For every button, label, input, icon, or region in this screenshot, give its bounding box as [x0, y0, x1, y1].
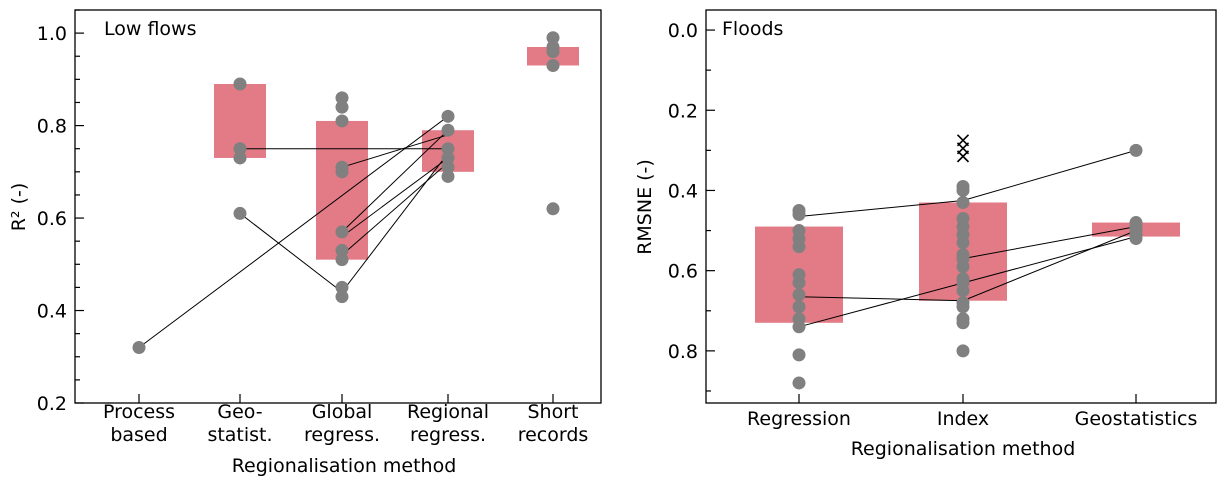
data-point [546, 202, 560, 216]
data-point [335, 280, 349, 294]
data-point [441, 123, 455, 137]
data-point [1129, 232, 1143, 246]
data-point [335, 225, 349, 239]
x-tick-label: Geostatistics [1075, 408, 1198, 430]
data-point [792, 288, 806, 302]
y-tick-label: 0.6 [37, 208, 67, 230]
data-point [441, 109, 455, 123]
y-tick-label: 0.8 [37, 116, 67, 138]
data-point [792, 348, 806, 362]
x-tick-label: Regression [747, 408, 851, 430]
data-point [1129, 143, 1143, 157]
connection-line [341, 129, 449, 233]
data-point [335, 253, 349, 267]
data-point [335, 100, 349, 114]
data-point [335, 290, 349, 304]
low-flows-x-axis-title: Regionalisation method [232, 455, 457, 477]
data-point [233, 151, 247, 165]
floods-outliers [956, 134, 970, 163]
x-tick-label: statist. [207, 424, 272, 446]
low-flows-x-ticks: ProcessbasedGeo-statist.Globalregress.Re… [103, 394, 588, 446]
floods-x-axis-title: Regionalisation method [851, 438, 1076, 460]
data-point [441, 160, 455, 174]
floods-points [792, 143, 1143, 390]
data-point [792, 300, 806, 314]
data-point [233, 206, 247, 220]
y-tick-label: 0.4 [668, 180, 698, 202]
x-tick-label: Geo- [217, 401, 262, 423]
outlier-mark [956, 150, 970, 163]
data-point [956, 284, 970, 298]
x-tick-label: regress. [410, 424, 486, 446]
connection-line [138, 115, 449, 348]
x-tick-label: Process [103, 401, 175, 423]
floods-panel: 0.0 0.2 0.4 0.6 0.8 Regression Index Geostatis… [634, 9, 1217, 460]
data-point [792, 208, 806, 222]
low-flows-points [132, 31, 560, 355]
data-point [233, 77, 247, 91]
x-tick-label: based [110, 424, 167, 446]
data-point [335, 243, 349, 257]
data-point [956, 183, 970, 197]
y-tick-label: 0.8 [668, 341, 698, 363]
connection-line [341, 157, 449, 238]
data-point [792, 320, 806, 334]
low-flows-title: Low flows [104, 18, 197, 40]
x-tick-label: regress. [304, 424, 380, 446]
x-tick-label: Global [312, 401, 373, 423]
x-tick-label: Index [937, 408, 989, 430]
floods-plot-frame [705, 9, 1217, 404]
floods-x-ticks: Regression Index Geostatistics [747, 394, 1197, 430]
low-flows-boxes [214, 46, 579, 260]
data-point [956, 344, 970, 358]
outlier-stroke [956, 150, 970, 163]
data-point [546, 40, 560, 54]
low-flows-y-axis-title: R² (-) [8, 183, 30, 232]
y-tick-label: 0.6 [668, 261, 698, 283]
x-tick-label: records [518, 424, 589, 446]
data-point [335, 91, 349, 105]
x-tick-label: Short [528, 401, 579, 423]
data-point [546, 58, 560, 72]
data-point [441, 151, 455, 165]
y-tick-label: 0.2 [37, 393, 67, 415]
data-point [233, 142, 247, 156]
data-point [335, 114, 349, 128]
data-point [956, 260, 970, 274]
low-flows-connections [138, 115, 449, 348]
low-flows-y-ticks: 0.2 0.4 0.6 0.8 1.0 [37, 9, 84, 415]
connection-line [341, 162, 449, 256]
y-tick-label: 1.0 [37, 23, 67, 45]
data-point [441, 169, 455, 183]
floods-y-ticks: 0.0 0.2 0.4 0.6 0.8 [668, 20, 715, 392]
data-point [956, 195, 970, 209]
connection-line [341, 134, 449, 168]
data-point [441, 142, 455, 156]
data-point [792, 240, 806, 254]
data-point [956, 300, 970, 314]
y-tick-label: 0.2 [668, 100, 698, 122]
data-point [132, 341, 146, 355]
floods-title: Floods [722, 18, 783, 40]
data-point [335, 160, 349, 174]
y-tick-label: 0.0 [668, 20, 698, 42]
floods-y-axis-title: RMSNE (-) [634, 159, 656, 255]
connection-line [341, 152, 449, 293]
connection-line [239, 213, 343, 293]
data-point [546, 31, 560, 45]
data-point [792, 276, 806, 290]
data-point [956, 236, 970, 250]
x-tick-label: Regional [407, 401, 489, 423]
data-point [956, 316, 970, 330]
low-flows-plot-frame [74, 9, 602, 404]
y-tick-label: 0.4 [37, 301, 67, 323]
connection-line [962, 226, 1137, 260]
data-point [792, 376, 806, 390]
